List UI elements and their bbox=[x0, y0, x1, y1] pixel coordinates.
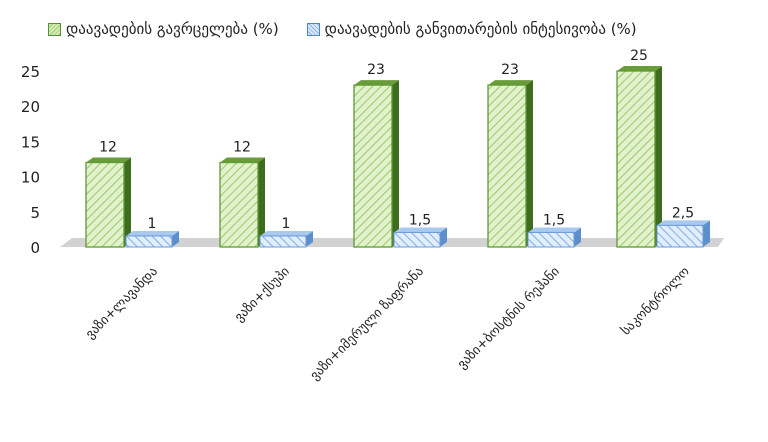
bar-prevalence bbox=[487, 80, 533, 248]
data-label-prevalence: 12 bbox=[233, 140, 251, 156]
bar-intensity bbox=[393, 227, 447, 248]
bar-side bbox=[526, 80, 533, 247]
data-label-intensity: 1,5 bbox=[409, 212, 431, 228]
bar-top bbox=[220, 157, 265, 163]
x-tick-label: ვაზი+ლავანდა bbox=[83, 264, 161, 342]
x-tick-label: ვაზი+ბოსტნის რეჰანი bbox=[455, 264, 563, 372]
bar-front bbox=[85, 161, 125, 248]
bar-top bbox=[86, 157, 131, 163]
bar-front bbox=[219, 161, 259, 248]
y-tick-label: 25 bbox=[21, 63, 40, 81]
bar-prevalence bbox=[219, 157, 265, 248]
data-label-intensity: 1 bbox=[148, 216, 157, 232]
bars bbox=[85, 66, 710, 248]
data-label-intensity: 1 bbox=[282, 216, 291, 232]
y-tick-label: 10 bbox=[21, 169, 40, 187]
legend-swatch-green bbox=[48, 22, 61, 36]
y-tick-label: 15 bbox=[21, 133, 40, 151]
bar-top bbox=[354, 80, 399, 86]
x-tick-label: ვაზი+ქსუპი bbox=[232, 264, 293, 325]
bar-side bbox=[655, 66, 662, 247]
bar-prevalence bbox=[353, 80, 399, 248]
bar-intensity bbox=[125, 230, 179, 248]
y-tick-label: 5 bbox=[30, 204, 40, 222]
x-tick-label: საკონტროლო bbox=[618, 264, 692, 338]
y-tick-label: 0 bbox=[30, 239, 40, 257]
y-tick-label: 20 bbox=[21, 98, 40, 116]
bar-side bbox=[703, 220, 710, 247]
bar-side bbox=[258, 157, 265, 247]
bar-intensity bbox=[259, 230, 313, 248]
bar-side bbox=[440, 227, 447, 247]
legend-item-prevalence: დაავადების გავრცელება (%) bbox=[48, 20, 279, 38]
legend: დაავადების გავრცელება (%) დაავადების გან… bbox=[48, 20, 665, 38]
bar-top bbox=[657, 220, 710, 226]
legend-label-intensity: დაავადების განვითარების ინტესივობა (%) bbox=[324, 20, 637, 38]
data-label-prevalence: 12 bbox=[99, 140, 117, 156]
x-axis-labels: ვაზი+ლავანდა ვაზი+ქსუპი ვაზი+იმერული ზაფრა… bbox=[83, 264, 693, 383]
data-labels: 12 12 23 23 25 1 1 1,5 1,5 2,5 bbox=[99, 48, 694, 232]
bar-front bbox=[527, 231, 575, 248]
bar-front bbox=[259, 235, 307, 248]
legend-swatch-blue bbox=[306, 22, 320, 36]
bar-front bbox=[656, 224, 704, 248]
bar-prevalence bbox=[616, 66, 662, 248]
data-label-prevalence: 23 bbox=[367, 62, 385, 78]
bar-side bbox=[574, 227, 581, 247]
bar-top bbox=[617, 66, 662, 71]
bar-intensity bbox=[527, 227, 581, 248]
data-label-prevalence: 25 bbox=[630, 48, 648, 64]
data-label-intensity: 2,5 bbox=[672, 205, 694, 221]
data-label-prevalence: 23 bbox=[501, 62, 519, 78]
bar-side bbox=[306, 230, 313, 247]
data-label-intensity: 1,5 bbox=[543, 212, 565, 228]
legend-label-prevalence: დაავადების გავრცელება (%) bbox=[66, 20, 279, 38]
bar-prevalence bbox=[85, 157, 131, 248]
bar-side bbox=[392, 80, 399, 247]
bar-top bbox=[260, 230, 313, 236]
bar-front bbox=[616, 70, 656, 248]
x-tick-label: ვაზი+იმერული ზაფრანა bbox=[308, 264, 427, 383]
legend-item-intensity: დაავადების განვითარების ინტესივობა (%) bbox=[306, 20, 637, 38]
bar-front bbox=[125, 235, 173, 248]
bar-top bbox=[394, 227, 447, 233]
bar-top bbox=[126, 230, 179, 236]
bar-side bbox=[172, 230, 179, 247]
bar-front bbox=[487, 84, 527, 248]
bar-side bbox=[124, 157, 131, 247]
bar-top bbox=[528, 227, 581, 233]
y-axis: 0 5 10 15 20 25 bbox=[21, 63, 40, 257]
bar-front bbox=[393, 231, 441, 248]
bar-front bbox=[353, 84, 393, 248]
bar-intensity bbox=[656, 220, 710, 248]
bar-top bbox=[488, 80, 533, 86]
